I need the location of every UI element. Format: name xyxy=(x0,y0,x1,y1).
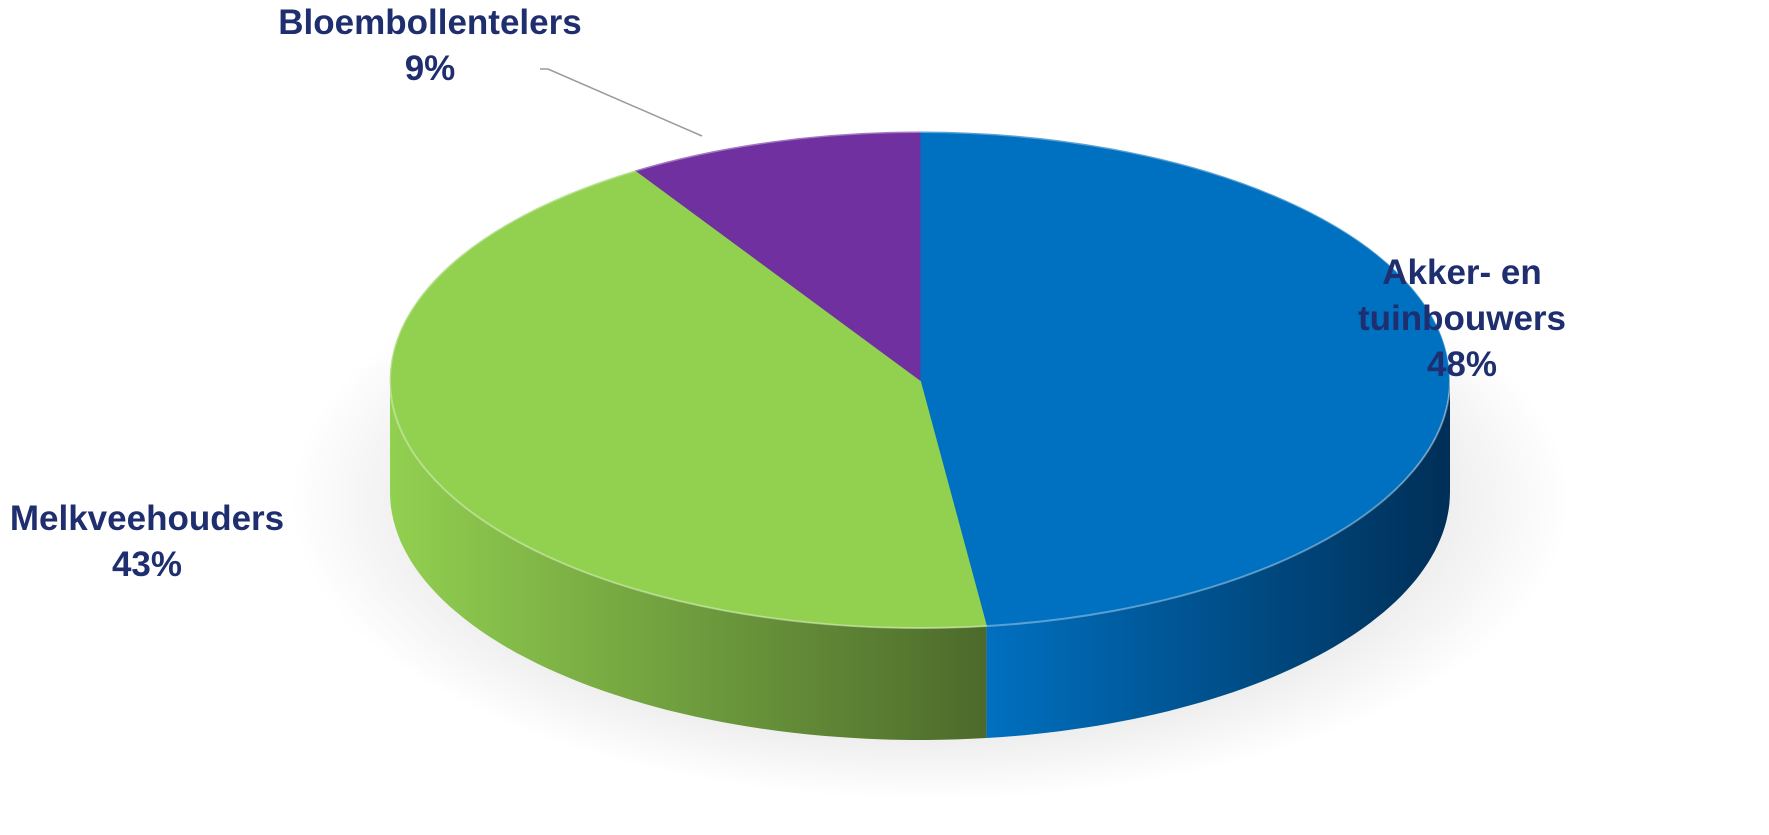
pie-slice-akker-en-tuinbouwers xyxy=(919,131,1450,627)
pie-rim-highlight xyxy=(389,131,1451,629)
pie-side-melkveehouders xyxy=(390,380,987,740)
pie-slices xyxy=(389,131,1451,629)
leader-lines xyxy=(540,68,703,137)
leader-line-bloembollentelers xyxy=(540,68,703,137)
data-label-category: tuinbouwers xyxy=(1358,299,1566,338)
pie-slice-melkveehouders xyxy=(389,170,988,629)
data-label-value: 9% xyxy=(405,49,456,88)
data-label-category: Akker- en xyxy=(1382,253,1542,292)
data-labels: Akker- en tuinbouwers 48% Melkveehouders 43%… xyxy=(10,3,1566,584)
data-label-value: 48% xyxy=(1427,345,1497,384)
pie-slice-bloembollentelers xyxy=(634,131,921,381)
data-label-value: 43% xyxy=(112,545,182,584)
pie-side-akker-en-tuinbouwers xyxy=(986,380,1450,738)
pie-sides xyxy=(390,380,1450,740)
data-label-category: Melkveehouders xyxy=(10,499,284,538)
data-label-category: Bloembollentelers xyxy=(278,3,581,42)
